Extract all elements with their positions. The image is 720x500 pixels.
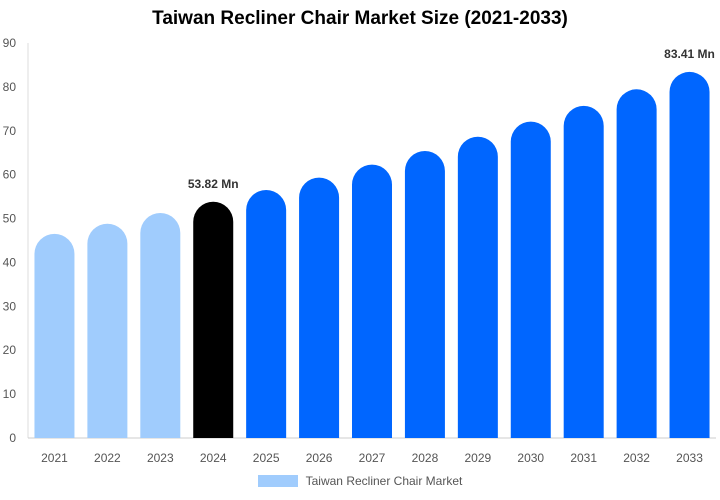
bar-2032 (616, 89, 657, 438)
data-label-2024: 53.82 Mn (188, 177, 239, 191)
x-tick-label: 2028 (412, 451, 439, 465)
y-tick-label: 60 (3, 168, 17, 182)
legend-label: Taiwan Recliner Chair Market (305, 474, 463, 488)
bar-2028 (404, 151, 445, 439)
bar-2022 (87, 223, 128, 438)
y-tick-label: 30 (3, 299, 17, 313)
bar-2033 (669, 71, 710, 438)
data-label-2033: 83.41 Mn (664, 47, 715, 61)
bar-2027 (352, 164, 392, 438)
x-tick-label: 2023 (147, 451, 174, 465)
bar-2021 (34, 233, 75, 438)
x-tick-label: 2026 (306, 451, 333, 465)
x-tick-label: 2025 (253, 451, 280, 465)
y-tick-label: 10 (3, 387, 17, 401)
y-tick-label: 0 (9, 431, 16, 445)
legend-swatch (257, 475, 298, 487)
bar-2030 (510, 121, 551, 438)
x-tick-label: 2031 (570, 451, 597, 465)
bar-2024 (193, 201, 234, 438)
y-tick-label: 70 (3, 124, 17, 138)
bar-2026 (299, 177, 340, 438)
chart-title: Taiwan Recliner Chair Market Size (2021-… (152, 8, 568, 29)
x-tick-label: 2022 (94, 451, 121, 465)
bar-2031 (563, 105, 604, 438)
x-tick-label: 2033 (676, 451, 703, 465)
bar-2029 (457, 136, 498, 439)
y-tick-label: 20 (3, 343, 17, 357)
bar-2025 (246, 190, 287, 438)
y-tick-label: 50 (3, 212, 17, 226)
x-tick-label: 2032 (623, 451, 650, 465)
x-tick-label: 2029 (464, 451, 491, 465)
x-tick-label: 2024 (200, 451, 227, 465)
y-tick-label: 40 (3, 255, 17, 269)
x-tick-label: 2021 (41, 451, 68, 465)
y-tick-label: 90 (3, 36, 17, 50)
x-tick-label: 2027 (359, 451, 386, 465)
y-tick-label: 80 (3, 80, 17, 94)
bar-2023 (140, 213, 181, 438)
legend: Taiwan Recliner Chair Market (0, 474, 720, 488)
x-tick-label: 2030 (517, 451, 544, 465)
